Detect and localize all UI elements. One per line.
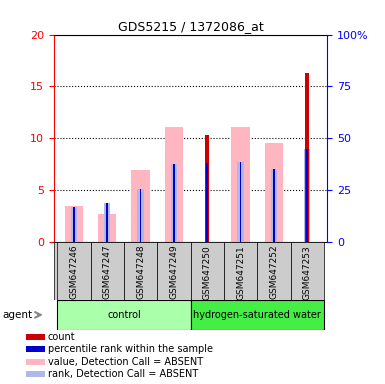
Bar xyxy=(306,149,308,242)
Bar xyxy=(271,169,277,242)
Bar xyxy=(191,242,224,300)
Bar xyxy=(65,206,83,242)
Text: GSM647250: GSM647250 xyxy=(203,245,212,300)
Text: GSM647252: GSM647252 xyxy=(270,245,278,300)
Bar xyxy=(71,207,77,242)
Text: GSM647246: GSM647246 xyxy=(69,245,79,300)
Text: value, Detection Call = ABSENT: value, Detection Call = ABSENT xyxy=(48,356,203,367)
Bar xyxy=(157,242,191,300)
Bar xyxy=(206,163,208,242)
Bar xyxy=(26,334,45,339)
Bar xyxy=(239,162,241,242)
Text: agent: agent xyxy=(3,310,33,320)
Bar xyxy=(265,144,283,242)
Bar xyxy=(131,170,150,242)
Bar xyxy=(90,242,124,300)
Bar xyxy=(238,162,244,242)
Text: GSM647251: GSM647251 xyxy=(236,245,245,300)
Bar xyxy=(231,127,250,242)
Bar xyxy=(137,189,144,242)
Text: percentile rank within the sample: percentile rank within the sample xyxy=(48,344,213,354)
Text: hydrogen-saturated water: hydrogen-saturated water xyxy=(193,310,321,320)
Bar xyxy=(165,127,183,242)
Bar xyxy=(26,371,45,377)
Text: rank, Detection Call = ABSENT: rank, Detection Call = ABSENT xyxy=(48,369,198,379)
Bar xyxy=(104,202,110,242)
Bar xyxy=(57,242,90,300)
Text: GSM647247: GSM647247 xyxy=(103,245,112,300)
Bar xyxy=(98,214,116,242)
Bar xyxy=(26,359,45,364)
Bar xyxy=(224,242,257,300)
Bar xyxy=(304,149,310,242)
Bar xyxy=(257,242,291,300)
Text: GSM647248: GSM647248 xyxy=(136,245,145,300)
Text: control: control xyxy=(107,310,141,320)
Bar xyxy=(124,242,157,300)
Bar xyxy=(140,189,142,242)
Bar xyxy=(173,164,175,242)
Bar xyxy=(57,300,191,330)
Bar xyxy=(106,202,108,242)
Bar xyxy=(26,346,45,352)
Text: count: count xyxy=(48,331,75,342)
Bar xyxy=(291,242,324,300)
Bar xyxy=(273,169,275,242)
Bar xyxy=(205,135,209,242)
Bar xyxy=(191,300,324,330)
Text: GSM647253: GSM647253 xyxy=(303,245,312,300)
Bar xyxy=(305,73,309,242)
Bar xyxy=(73,207,75,242)
Title: GDS5215 / 1372086_at: GDS5215 / 1372086_at xyxy=(118,20,263,33)
Text: GSM647249: GSM647249 xyxy=(169,245,178,300)
Bar xyxy=(171,164,177,242)
